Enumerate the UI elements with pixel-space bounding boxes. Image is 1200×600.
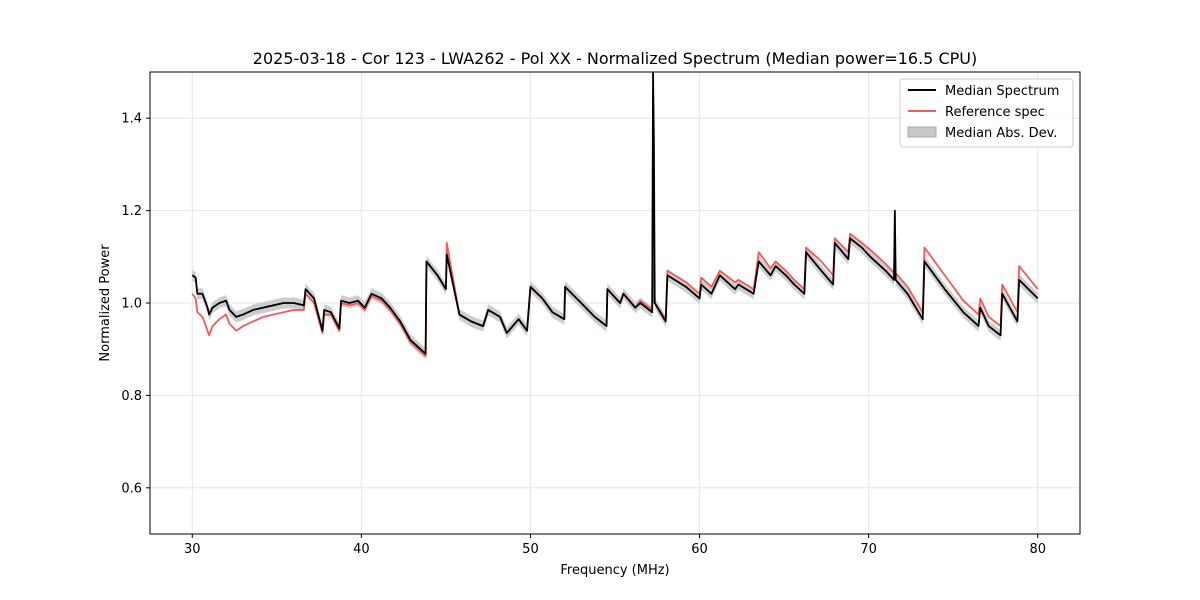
lines-layer <box>191 72 1039 358</box>
y-tick-label: 1.0 <box>121 297 142 312</box>
y-tick-label: 0.8 <box>121 389 142 404</box>
y-axis: 0.6 0.8 1.0 1.2 1.4 <box>121 112 150 496</box>
series-line-median <box>191 72 1039 355</box>
x-tick-label: 70 <box>860 542 877 557</box>
chart-title: 2025-03-18 - Cor 123 - LWA262 - Pol XX -… <box>253 49 977 68</box>
legend-box <box>899 78 1074 148</box>
legend-swatch-mad <box>907 126 937 138</box>
x-axis: 30 40 50 60 70 80 <box>184 534 1046 557</box>
legend-label-median: Median Spectrum <box>945 84 1059 99</box>
x-tick-label: 60 <box>691 542 708 557</box>
y-tick-label: 1.4 <box>121 112 142 127</box>
x-tick-label: 80 <box>1029 542 1046 557</box>
legend-label-reference: Reference spec <box>945 105 1045 120</box>
legend: Median Spectrum Reference spec Median Ab… <box>899 78 1074 148</box>
y-axis-label: Normalized Power <box>98 244 113 362</box>
y-tick-label: 1.2 <box>121 204 142 219</box>
x-tick-label: 40 <box>353 542 370 557</box>
mad-band <box>192 72 1038 360</box>
mad-band-layer <box>192 72 1038 360</box>
x-tick-label: 30 <box>184 542 201 557</box>
legend-label-mad: Median Abs. Dev. <box>945 126 1057 141</box>
x-tick-label: 50 <box>522 542 539 557</box>
y-tick-label: 0.6 <box>121 481 142 496</box>
x-axis-label: Frequency (MHz) <box>560 563 669 578</box>
